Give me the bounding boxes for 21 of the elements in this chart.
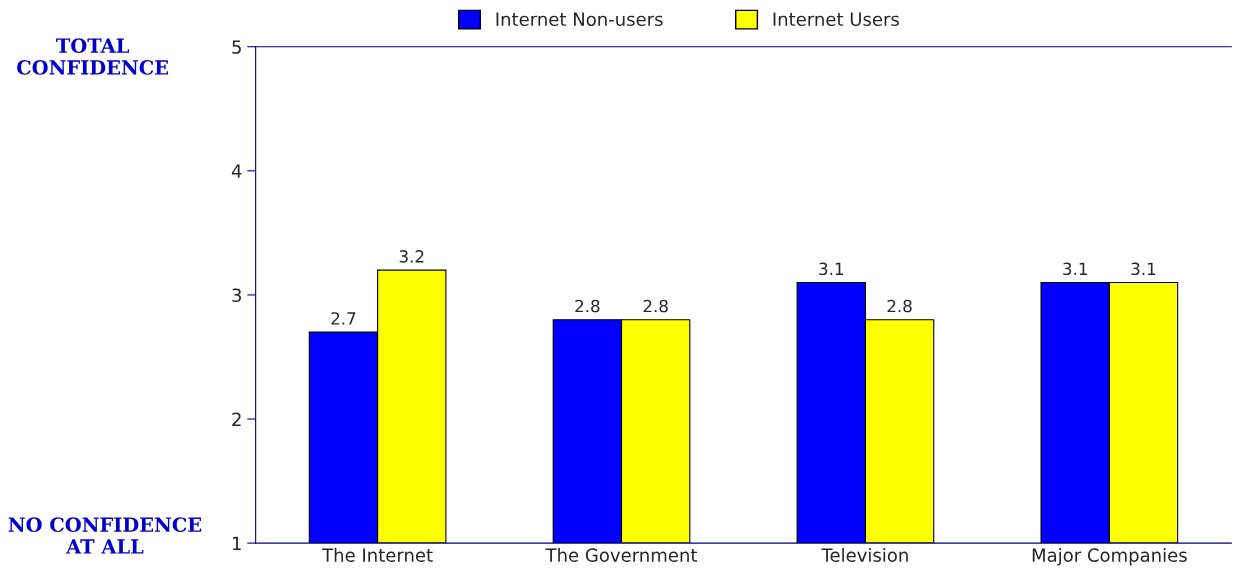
data-label: 2.7	[331, 312, 356, 325]
y-tick-label: 5	[232, 40, 241, 54]
data-label: 2.8	[643, 299, 668, 313]
y-tick-label: 2	[232, 412, 241, 426]
data-label: 2.8	[887, 299, 912, 313]
legend-label: Internet Non-users	[496, 12, 663, 27]
x-tick-label: Television	[821, 547, 908, 562]
data-label: 3.1	[819, 262, 843, 276]
data-label: 3.1	[1131, 262, 1156, 276]
text: NO CONFIDENCE AT ALL	[8, 517, 202, 554]
text: TOTAL CONFIDENCE	[17, 38, 169, 75]
y-tick-label: 1	[232, 536, 241, 550]
y-tick-label: 3	[232, 288, 241, 303]
data-label: 3.1	[1063, 262, 1087, 276]
x-tick-label: Major Companies	[1032, 547, 1187, 566]
data-label: 3.2	[399, 250, 424, 263]
legend-label: Internet Users	[773, 12, 899, 27]
y-tick-label: 4	[231, 164, 242, 178]
x-tick-label: The Government	[545, 547, 698, 562]
x-tick-label: The Internet	[322, 547, 433, 562]
data-label: 2.8	[575, 299, 600, 313]
